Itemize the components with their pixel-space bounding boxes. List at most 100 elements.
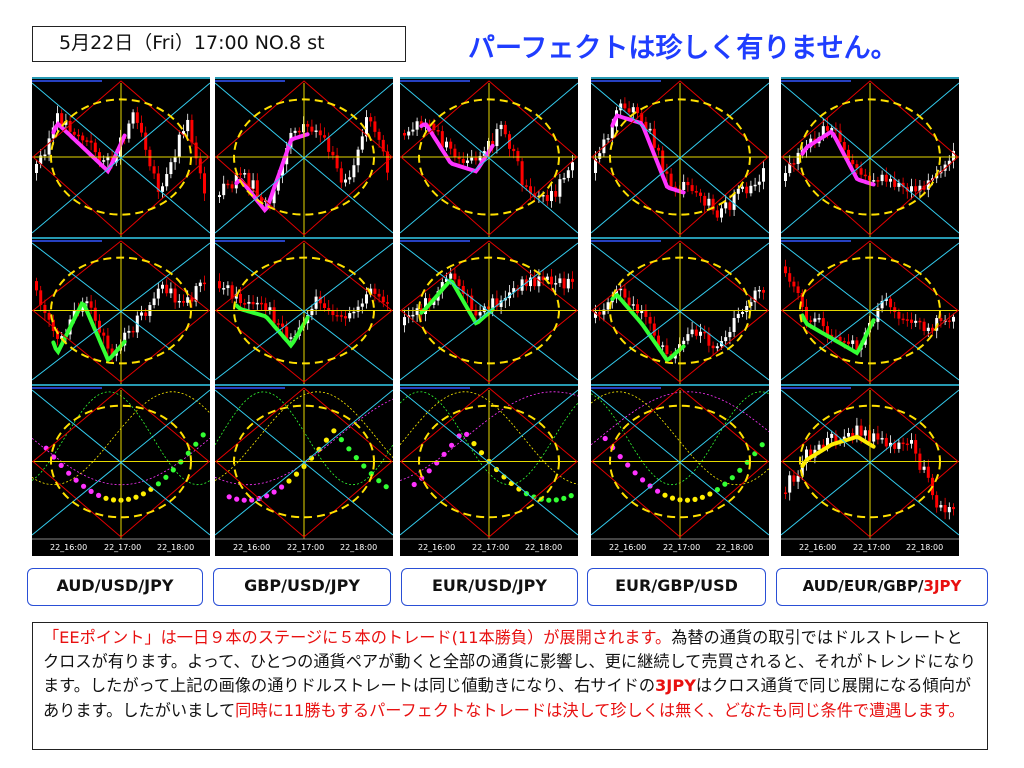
candle-body bbox=[893, 307, 897, 313]
candle-body bbox=[939, 505, 943, 508]
indicator-dot bbox=[133, 494, 139, 500]
pair-label-text: EUR/USD/JPY bbox=[432, 576, 547, 595]
candle-body bbox=[56, 331, 59, 339]
candle-body bbox=[194, 286, 198, 302]
candle-body bbox=[757, 289, 761, 292]
candle-body bbox=[644, 121, 648, 131]
pair-label-eur-usd-jpy: EUR/USD/JPY bbox=[401, 568, 578, 606]
candle-body bbox=[826, 126, 829, 131]
candle-body bbox=[661, 150, 665, 172]
trend-line bbox=[800, 129, 876, 187]
candle-body bbox=[715, 210, 719, 218]
diagonal-cyan bbox=[591, 242, 769, 381]
candle-body bbox=[415, 121, 419, 130]
indicator-dot bbox=[346, 446, 352, 452]
candle-body bbox=[499, 124, 503, 130]
candle-body bbox=[821, 444, 825, 449]
candle-body bbox=[652, 128, 656, 148]
indicator-dot bbox=[241, 497, 247, 503]
candle-body bbox=[327, 137, 331, 152]
candle-body bbox=[796, 286, 800, 294]
candle-body bbox=[926, 327, 930, 331]
candle-body bbox=[243, 173, 247, 175]
indicator-dot bbox=[411, 481, 417, 488]
candle-body bbox=[644, 310, 648, 317]
candle-body bbox=[897, 182, 901, 187]
diagonal-cyan bbox=[591, 389, 769, 536]
candle-body bbox=[152, 166, 156, 174]
time-tick-label: 22_17:00 bbox=[663, 543, 700, 552]
candle-body bbox=[910, 186, 913, 192]
candle-body bbox=[939, 318, 943, 322]
candle-body bbox=[788, 163, 792, 174]
candle-body bbox=[914, 186, 918, 192]
candle-body bbox=[461, 285, 465, 294]
candle-body bbox=[318, 130, 322, 136]
candle-body bbox=[186, 119, 190, 132]
dashed-circle bbox=[609, 256, 751, 365]
candle-body bbox=[432, 123, 436, 131]
candle-body bbox=[243, 303, 247, 305]
candle-body bbox=[127, 330, 131, 333]
candle-body bbox=[792, 163, 796, 165]
diamond-red bbox=[215, 387, 393, 538]
indicator-dot bbox=[81, 483, 87, 489]
indicator-dot bbox=[655, 488, 661, 494]
candle-body bbox=[226, 285, 230, 289]
candle-body bbox=[165, 174, 169, 187]
candle-body bbox=[661, 345, 665, 347]
candle-body bbox=[251, 180, 255, 189]
candle-body bbox=[239, 293, 242, 304]
candle-body bbox=[449, 273, 453, 279]
candle-body bbox=[732, 193, 736, 210]
description-text-continued: はクロス通貨で同じ展開になる傾向があります。したがいまして bbox=[43, 676, 972, 720]
candle-body bbox=[736, 188, 740, 194]
indicator-dot bbox=[759, 442, 765, 448]
indicator-dot bbox=[441, 451, 447, 457]
candle-body bbox=[276, 175, 280, 191]
candle-body bbox=[35, 281, 38, 291]
indicator-dot bbox=[185, 450, 191, 456]
candle-body bbox=[529, 186, 532, 194]
indicator-dot bbox=[546, 497, 552, 503]
candle-body bbox=[318, 296, 322, 304]
candle-body bbox=[830, 433, 834, 438]
candle-body bbox=[360, 136, 364, 150]
time-tick-label: 22_16:00 bbox=[50, 543, 87, 552]
sub-chart bbox=[215, 237, 393, 384]
candle-body bbox=[884, 298, 888, 301]
candle-body bbox=[805, 449, 808, 464]
candle-body bbox=[952, 150, 955, 161]
candle-body bbox=[56, 113, 59, 128]
indicator-dot bbox=[714, 487, 720, 493]
indicator-dot bbox=[308, 455, 315, 461]
dashed-circle bbox=[799, 256, 941, 365]
chart-panel-gbp-usd-jpy: 22_16:00 22_17:00 22_18:00 bbox=[215, 77, 393, 556]
candle-body bbox=[889, 178, 892, 182]
candle-body bbox=[264, 303, 268, 311]
candle-body bbox=[847, 432, 850, 437]
candle-body bbox=[893, 178, 897, 187]
candle-body bbox=[550, 191, 553, 202]
time-tick-label: 22_17:00 bbox=[104, 543, 141, 552]
candle-body bbox=[218, 281, 221, 289]
diamond-red bbox=[400, 240, 578, 383]
candle-body bbox=[859, 425, 863, 436]
candle-body bbox=[826, 437, 829, 449]
indicator-dot bbox=[73, 477, 79, 483]
candle-body bbox=[314, 130, 318, 132]
candle-body bbox=[851, 432, 855, 437]
diamond-red bbox=[591, 80, 769, 236]
candle-body bbox=[276, 323, 280, 325]
trend-line bbox=[51, 121, 127, 175]
candle-body bbox=[901, 318, 905, 321]
candle-body bbox=[272, 307, 276, 324]
candle-body bbox=[914, 320, 918, 323]
candle-body bbox=[847, 149, 850, 161]
candle-body bbox=[728, 202, 732, 210]
indicator-dot bbox=[553, 497, 559, 503]
candle-body bbox=[792, 475, 796, 482]
time-tick-label: 22_16:00 bbox=[609, 543, 646, 552]
candle-body bbox=[918, 185, 922, 192]
candle-body bbox=[203, 282, 206, 285]
